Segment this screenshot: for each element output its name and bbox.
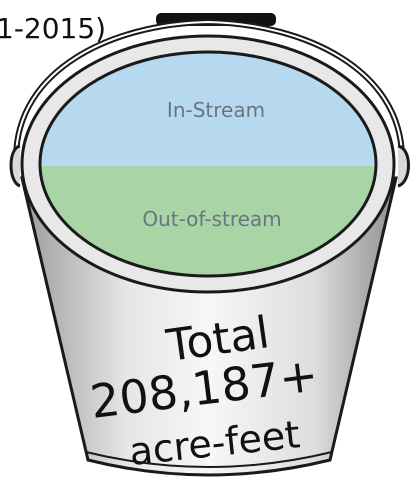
right-handle-ear (397, 144, 410, 188)
bucket-inner-rim (38, 50, 378, 278)
title-year-fragment: 1-2015) (0, 12, 106, 45)
bucket-handle-highlight (15, 20, 403, 157)
in-stream-label: In-Stream (167, 98, 265, 122)
out-of-stream-label: Out-of-stream (142, 207, 281, 231)
left-handle-ear (9, 144, 21, 188)
bucket-bottom-band (85, 451, 333, 468)
